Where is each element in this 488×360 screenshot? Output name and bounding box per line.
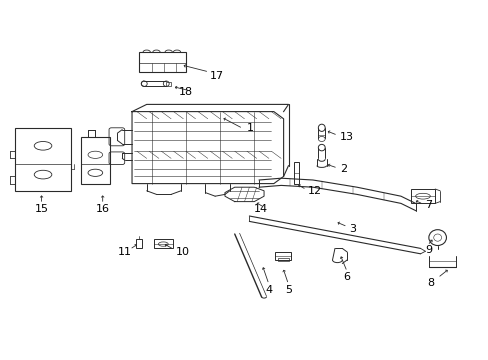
Text: 11: 11 bbox=[117, 247, 131, 257]
Bar bbox=[277, 258, 288, 261]
Text: 5: 5 bbox=[285, 285, 291, 295]
Bar bbox=[81, 137, 110, 184]
Text: 14: 14 bbox=[254, 204, 268, 214]
Text: 18: 18 bbox=[178, 87, 192, 97]
Bar bbox=[136, 239, 142, 248]
Text: 9: 9 bbox=[425, 245, 432, 255]
Text: 2: 2 bbox=[339, 164, 346, 174]
Text: 7: 7 bbox=[425, 200, 432, 210]
Text: 12: 12 bbox=[307, 186, 322, 196]
Bar bbox=[15, 128, 71, 191]
Text: 3: 3 bbox=[349, 224, 356, 234]
Text: 15: 15 bbox=[35, 204, 48, 214]
Text: 10: 10 bbox=[176, 247, 190, 257]
Bar bbox=[293, 162, 298, 184]
Text: 16: 16 bbox=[96, 204, 109, 214]
Text: 13: 13 bbox=[339, 132, 353, 142]
Bar bbox=[154, 239, 172, 248]
Text: 4: 4 bbox=[265, 285, 272, 295]
Bar bbox=[410, 189, 434, 203]
Text: 17: 17 bbox=[210, 71, 224, 81]
Bar bbox=[139, 52, 185, 72]
Bar bbox=[275, 252, 290, 260]
Text: 8: 8 bbox=[426, 278, 433, 288]
Bar bbox=[166, 82, 171, 86]
Text: 6: 6 bbox=[343, 272, 350, 282]
Text: 1: 1 bbox=[246, 123, 253, 133]
